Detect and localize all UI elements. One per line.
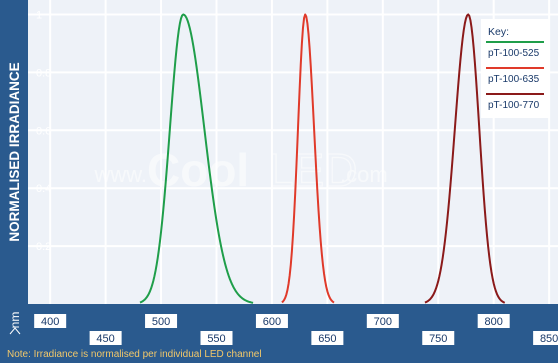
- x-tick-box: [366, 314, 399, 328]
- nm-icon: [9, 327, 21, 335]
- x-tick-box: [311, 331, 344, 345]
- x-tick-label: 800: [485, 316, 503, 328]
- x-tick-box: [89, 331, 122, 345]
- x-tick-box: [145, 314, 178, 328]
- x-tick-box: [200, 331, 233, 345]
- x-tick-box: [34, 314, 67, 328]
- legend-title: Key:: [488, 26, 509, 38]
- y-axis-label: NORMALISED IRRADIANCE: [7, 62, 22, 241]
- x-tick: 750: [422, 331, 455, 345]
- x-tick-box: [533, 331, 558, 345]
- x-tick-label: 500: [152, 316, 170, 328]
- x-tick: 850: [533, 331, 558, 345]
- x-tick-label: 400: [41, 316, 59, 328]
- x-tick-label: 750: [429, 333, 447, 345]
- x-tick-label: 600: [263, 316, 281, 328]
- legend-label: pT-100-770: [488, 100, 540, 111]
- series-layer: [139, 13, 506, 304]
- series-line-pT-100-635: [281, 13, 335, 304]
- x-tick-label: 700: [374, 316, 392, 328]
- x-tick-box: [255, 314, 288, 328]
- x-tick: 500: [145, 314, 178, 328]
- plot-area: [28, 0, 558, 304]
- x-tick-label: 650: [318, 333, 336, 345]
- legend-label: pT-100-525: [488, 48, 540, 59]
- x-tick-box: [477, 314, 510, 328]
- legend-entries: pT-100-525 pT-100-635 pT-100-770: [486, 41, 544, 111]
- grid-layer: [28, 0, 558, 304]
- y-tick-label: 0.8: [36, 67, 51, 79]
- x-tick: 450: [89, 331, 122, 345]
- watermark-prefix: www.: [93, 162, 147, 187]
- y-tick-label: 0.6: [36, 125, 51, 137]
- legend: Key: pT-100-525 pT-100-635 pT-100-770: [481, 19, 549, 118]
- x-tick: 400: [34, 314, 67, 328]
- y-tick-label: 0.2: [36, 241, 51, 253]
- legend-label: pT-100-635: [488, 74, 540, 85]
- y-tick-label: 1: [36, 9, 42, 21]
- x-tick-label: 550: [207, 333, 225, 345]
- x-tick-box: [422, 331, 455, 345]
- y-tick-label: 0.4: [36, 183, 51, 195]
- x-tick: 600: [255, 314, 288, 328]
- x-tick: 700: [366, 314, 399, 328]
- series-line-pT-100-525: [139, 13, 254, 304]
- y-tick-labels: 0.2 0.4 0.6 0.8 1: [36, 9, 51, 253]
- x-tick-labels: 400 450 500 550 600 650 700 750 800 850: [34, 314, 558, 345]
- x-tick: 550: [200, 331, 233, 345]
- watermark-led: LED: [268, 144, 357, 196]
- x-tick-label: 850: [540, 333, 558, 345]
- x-tick: 650: [311, 331, 344, 345]
- watermark-suffix: .com: [340, 162, 388, 187]
- x-axis-unit-label: nm: [8, 312, 22, 329]
- watermark: www. Cool LED .com: [93, 143, 388, 196]
- series-line-pT-100-770: [424, 13, 506, 304]
- x-tick: 800: [477, 314, 510, 328]
- footnote: Note: Irradiance is normalised per indiv…: [7, 349, 262, 360]
- watermark-cool: Cool: [147, 144, 249, 196]
- x-tick-label: 450: [96, 333, 114, 345]
